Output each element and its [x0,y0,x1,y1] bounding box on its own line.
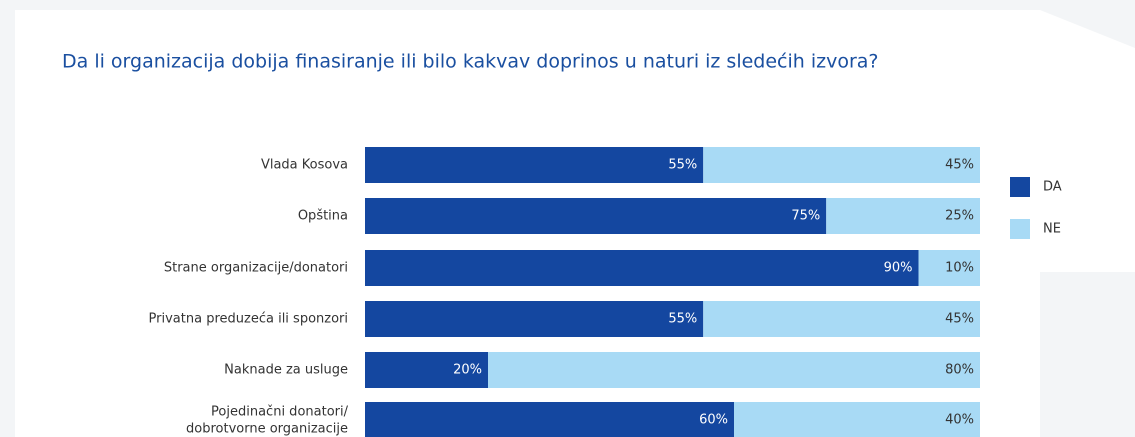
value-label: 10% [945,261,974,276]
category-label: Opština [298,209,348,224]
bar-segment [365,301,704,337]
value-label: 45% [945,158,974,173]
bar-segment [703,301,980,337]
bar-segment [365,198,827,234]
legend-label: NE [1043,222,1061,237]
bar-segment [826,198,980,234]
bar-segment [918,250,980,286]
chart-title: Da li organizacija dobija finasiranje il… [62,51,879,73]
category-label: Naknade za usluge [224,363,348,378]
bar-segment [365,352,488,388]
legend-swatch [1010,177,1030,197]
legend-swatch [1010,219,1030,239]
value-label: 45% [945,312,974,327]
category-label: Privatna preduzeća ili sponzori [149,312,348,327]
value-label: 75% [791,209,820,224]
category-label: Pojedinačni donatori/dobrotvorne organiz… [186,404,349,436]
bar-segment [734,402,980,437]
value-label: 60% [699,413,728,428]
value-label: 20% [453,363,482,378]
category-label: Vlada Kosova [261,158,348,173]
value-label: 90% [884,261,913,276]
value-label: 80% [945,363,974,378]
category-label: Strane organizacije/donatori [164,261,348,276]
bar-segment [703,147,980,183]
value-label: 55% [668,158,697,173]
bar-segment [365,147,704,183]
legend-label: DA [1043,180,1062,195]
value-label: 25% [945,209,974,224]
bar-segment [488,352,980,388]
bar-segment [365,250,919,286]
value-label: 40% [945,413,974,428]
value-label: 55% [668,312,697,327]
bar-segment [365,402,734,437]
